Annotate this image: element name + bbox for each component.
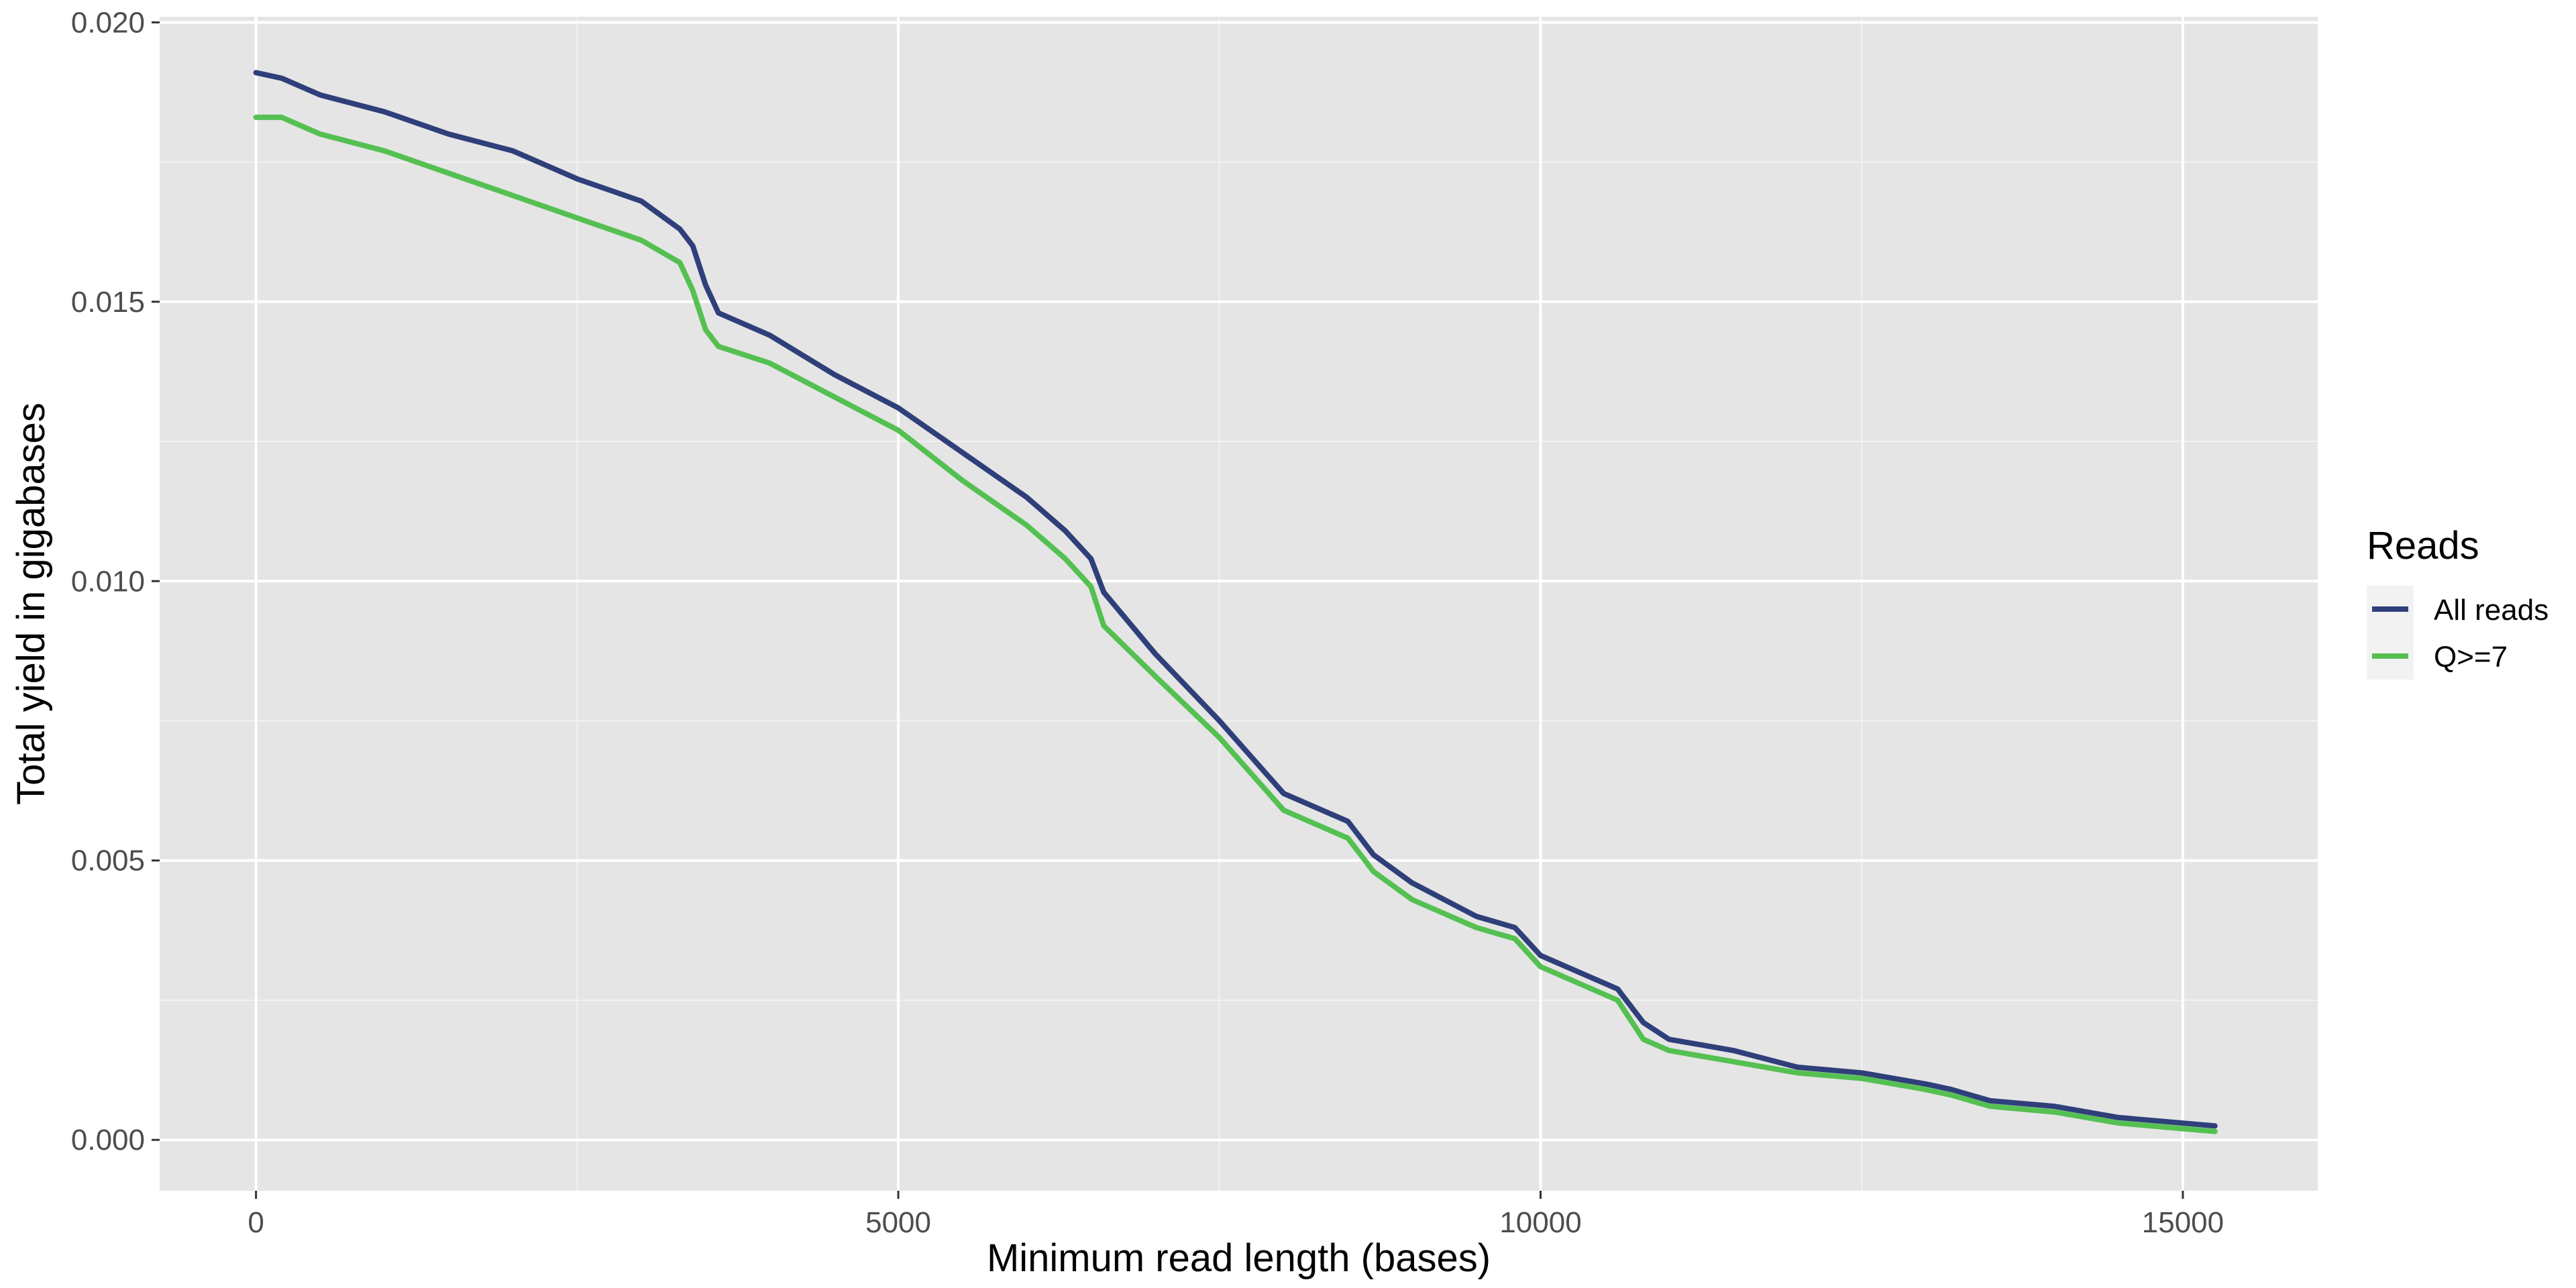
y-tick-label: 0.000: [71, 1124, 145, 1157]
y-tick-label: 0.015: [71, 286, 145, 319]
legend-label: All reads: [2434, 594, 2548, 627]
y-tick-label: 0.010: [71, 565, 145, 598]
minor-gridlines: [160, 17, 2318, 1191]
x-tick-label: 10000: [1499, 1206, 1581, 1239]
x-axis: 0 5000 10000 15000: [248, 1191, 2224, 1239]
legend-label: Q>=7: [2434, 641, 2508, 674]
y-axis-title: Total yield in gigabases: [9, 402, 53, 805]
x-tick-label: 5000: [865, 1206, 931, 1239]
legend-title: Reads: [2367, 524, 2479, 568]
x-tick-label: 0: [248, 1206, 264, 1239]
plot-panel: [160, 17, 2318, 1191]
x-tick-label: 15000: [2142, 1206, 2224, 1239]
y-tick-label: 0.005: [71, 845, 145, 877]
series-lines: [253, 70, 2218, 1134]
legend: Reads All reads Q>=7: [2367, 524, 2548, 680]
x-axis-title: Minimum read length (bases): [987, 1236, 1491, 1280]
y-tick-label: 0.020: [71, 6, 145, 39]
series-line-1: [253, 114, 2218, 1134]
legend-items: All reads Q>=7: [2367, 586, 2548, 680]
series-line-0: [253, 70, 2218, 1129]
y-axis: 0.000 0.005 0.010 0.015 0.020: [71, 6, 160, 1157]
major-gridlines: [160, 17, 2318, 1191]
